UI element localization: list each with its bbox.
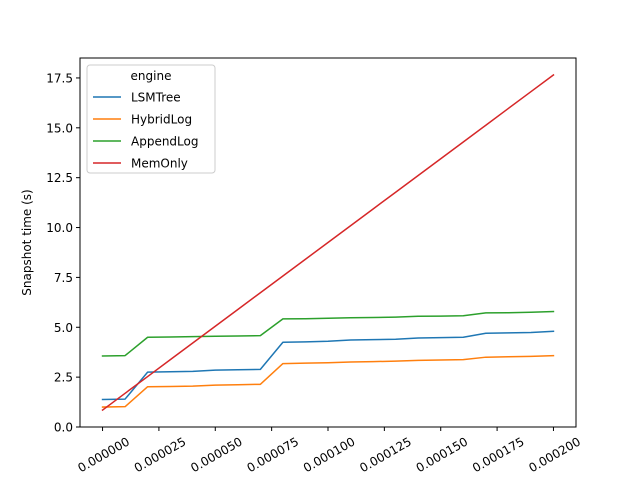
y-tick-label: 10.0 [46, 221, 73, 235]
legend-items: LSMTree HybridLog AppendLog MemOnly [93, 91, 198, 171]
y-tick-label: 2.5 [54, 371, 73, 385]
y-tick-label: 12.5 [46, 171, 73, 185]
series-line-lsmtree [101, 330, 555, 401]
y-tick-label: 17.5 [46, 71, 73, 85]
legend-item-memonly: MemOnly [93, 157, 188, 171]
legend-label: LSMTree [131, 91, 181, 105]
series-line-appendlog [101, 310, 555, 357]
y-tick-label: 0.0 [54, 421, 73, 435]
y-tick-label: 15.0 [46, 121, 73, 135]
legend-item-hybridlog: HybridLog [93, 113, 192, 127]
legend-item-appendlog: AppendLog [93, 135, 198, 149]
legend-label: MemOnly [131, 157, 188, 171]
legend-title: engine [131, 69, 172, 83]
y-tick-label: 5.0 [54, 321, 73, 335]
y-axis-label: Snapshot time (s) [20, 189, 34, 295]
series-line-memonly [101, 73, 555, 412]
y-axis: 0.0 2.5 5.0 7.5 10.0 12.5 15.0 17.5 [46, 71, 80, 435]
series-layer [101, 73, 555, 412]
legend: engine LSMTree HybridLog AppendLog MemOnly [86, 64, 216, 174]
legend-box [86, 64, 216, 174]
legend-label: AppendLog [131, 135, 198, 149]
y-tick-label: 7.5 [54, 271, 73, 285]
series-line-hybridlog [101, 354, 555, 408]
legend-label: HybridLog [131, 113, 192, 127]
legend-item-lsmtree: LSMTree [93, 91, 181, 105]
